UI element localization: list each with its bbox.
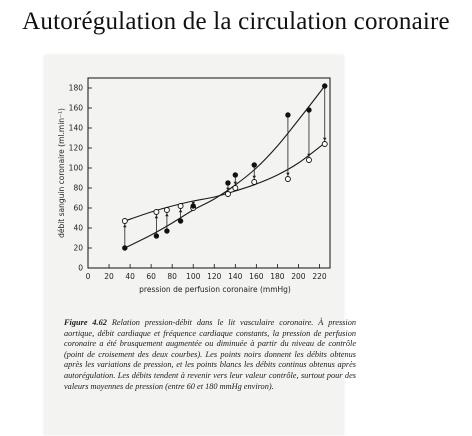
open-data-point xyxy=(232,185,239,191)
steep-curve-line xyxy=(124,85,326,249)
caption-text: Relation pression-débit dans le lit vasc… xyxy=(64,318,357,391)
y-tick-label: 100 xyxy=(69,164,84,173)
open-data-point xyxy=(177,203,184,209)
open-data-point xyxy=(284,176,291,182)
connector-arrowhead xyxy=(123,224,127,228)
y-tick-label: 40 xyxy=(73,224,83,233)
x-tick-label: 100 xyxy=(186,272,201,281)
y-tick-label: 120 xyxy=(69,144,84,153)
connector-arrowhead xyxy=(307,153,311,157)
open-data-point xyxy=(163,207,170,213)
x-tick-label: 160 xyxy=(249,272,264,281)
open-data-point xyxy=(224,191,231,197)
plot-frame xyxy=(87,77,331,269)
x-tick-label: 180 xyxy=(270,272,285,281)
connector-arrowhead xyxy=(178,209,183,213)
page-title: Autorégulation de la circulation coronai… xyxy=(22,8,450,35)
paired-point-connectors xyxy=(123,86,327,248)
data-points xyxy=(121,83,328,251)
filled-data-point xyxy=(285,112,291,118)
x-tick-label: 200 xyxy=(291,272,306,281)
x-tick-label: 20 xyxy=(104,272,114,281)
y-tick-label: 60 xyxy=(73,204,83,213)
plot-border xyxy=(87,77,331,269)
x-tick-label: 40 xyxy=(125,272,135,281)
connector-arrowhead xyxy=(322,137,327,141)
filled-data-point xyxy=(177,218,184,224)
filled-data-point xyxy=(322,83,328,89)
filled-data-point xyxy=(251,162,257,168)
x-axis-label: pression de perfusion coronaire (mmHg) xyxy=(139,285,291,294)
y-tick-label: 20 xyxy=(73,244,83,253)
x-tick-label: 220 xyxy=(312,272,327,281)
filled-data-point xyxy=(122,245,128,251)
open-data-point xyxy=(251,179,258,185)
figure-caption: Figure 4.62 Relation pression-débit dans… xyxy=(64,318,356,392)
connector-arrowhead xyxy=(165,213,169,217)
y-tick-label: 0 xyxy=(78,264,83,273)
y-tick-label: 80 xyxy=(73,184,83,193)
open-data-point xyxy=(121,218,128,224)
figure-label: Figure 4.62 xyxy=(64,318,107,327)
open-data-point xyxy=(153,209,160,215)
plateau-curve-line xyxy=(124,142,326,222)
x-tick-label: 80 xyxy=(167,272,177,281)
x-tick-label: 0 xyxy=(86,272,91,281)
filled-data-point xyxy=(190,203,196,209)
connector-arrowhead xyxy=(286,172,290,176)
filled-data-point xyxy=(306,107,312,113)
filled-data-point xyxy=(225,180,231,186)
y-axis-label: débit sanguin coronaire (ml.min⁻¹) xyxy=(57,108,66,238)
scanned-figure-panel xyxy=(44,55,344,435)
connector-arrowhead xyxy=(233,181,238,185)
y-tick-label: 160 xyxy=(69,104,84,113)
filled-data-point xyxy=(164,228,170,234)
x-tick-label: 60 xyxy=(146,272,156,281)
y-tick-label: 140 xyxy=(69,124,84,133)
open-data-point xyxy=(321,141,328,147)
chart-axes: 0 20 40 60 80 100 120 140 160 180 200 220 0 20 40 60 80 1… xyxy=(69,84,327,281)
connector-arrowhead xyxy=(252,175,257,179)
fitted-curves xyxy=(124,85,326,249)
connector-arrowhead xyxy=(154,215,159,219)
x-tick-label: 140 xyxy=(228,272,243,281)
connector-arrowhead xyxy=(226,187,230,191)
filled-data-point xyxy=(232,172,239,178)
open-data-point xyxy=(306,157,312,163)
x-tick-label: 120 xyxy=(207,272,222,281)
y-tick-label: 180 xyxy=(69,84,84,93)
filled-data-point xyxy=(153,233,160,239)
